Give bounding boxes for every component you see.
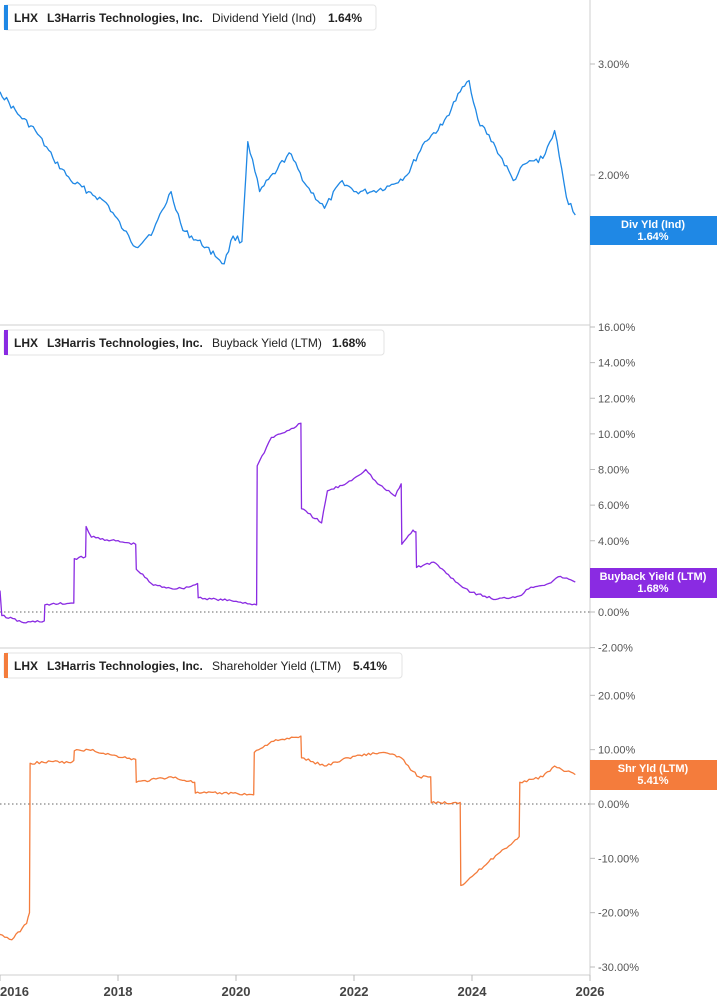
- legend-metric: Buyback Yield (LTM): [212, 336, 322, 350]
- y-tick-label: -2.00%: [598, 643, 633, 655]
- y-tick-label: 12.00%: [598, 393, 636, 405]
- panel-2: -2.00%0.00%2.00%4.00%6.00%8.00%10.00%12.…: [0, 322, 717, 655]
- legend: LHX L3Harris Technologies, Inc. Shareholde…: [3, 652, 403, 679]
- legend-color-swatch: [4, 330, 8, 355]
- legend-ticker: LHX: [14, 336, 38, 350]
- legend-metric: Shareholder Yield (LTM): [212, 659, 341, 673]
- y-tick-label: 14.00%: [598, 358, 636, 370]
- legend-ticker: LHX: [14, 11, 38, 25]
- legend: LHX L3Harris Technologies, Inc. Dividend Y…: [3, 4, 377, 31]
- legend-color-swatch: [4, 653, 8, 678]
- y-tick-label: 20.00%: [598, 690, 636, 702]
- value-tag-value: 1.68%: [637, 583, 668, 595]
- legend-company: L3Harris Technologies, Inc.: [47, 11, 203, 25]
- y-tick-label: 10.00%: [598, 429, 636, 441]
- legend: LHX L3Harris Technologies, Inc. Buyback Yi…: [3, 329, 385, 356]
- legend-color-swatch: [4, 5, 8, 30]
- x-tick-label: 2016: [0, 984, 29, 999]
- legend-ticker: LHX: [14, 659, 38, 673]
- value-tag-label: Buyback Yield (LTM): [600, 571, 707, 583]
- series-line: [0, 735, 576, 941]
- value-tag-value: 1.64%: [637, 231, 668, 243]
- legend-company: L3Harris Technologies, Inc.: [47, 659, 203, 673]
- value-tag-label: Shr Yld (LTM): [618, 763, 689, 775]
- value-tag: Shr Yld (LTM)5.41%: [590, 760, 717, 790]
- y-tick-label: 0.00%: [598, 799, 629, 811]
- y-tick-label: 8.00%: [598, 465, 629, 477]
- value-tag-box: [590, 216, 717, 245]
- series-line: [0, 79, 576, 265]
- legend-company: L3Harris Technologies, Inc.: [47, 336, 203, 350]
- y-tick-label: -30.00%: [598, 962, 639, 974]
- x-tick-label: 2024: [458, 984, 488, 999]
- x-tick-label: 2022: [340, 984, 369, 999]
- y-tick-label: 16.00%: [598, 322, 636, 334]
- x-axis: 2016 2018 2020 2022 2024 2026: [0, 974, 605, 999]
- x-tick-label: 2020: [222, 984, 251, 999]
- y-tick-label: -20.00%: [598, 908, 639, 920]
- value-tag-value: 5.41%: [637, 775, 668, 787]
- value-tag: Buyback Yield (LTM)1.68%: [590, 568, 717, 598]
- legend-metric: Dividend Yield (Ind): [212, 11, 316, 25]
- y-tick-label: 10.00%: [598, 745, 636, 757]
- panel-3: -30.00% -20.00% -10.00% 0.00% 10.00% 20.00% LH…: [0, 647, 717, 974]
- value-tag-box: [590, 568, 717, 598]
- y-tick-label: 6.00%: [598, 500, 629, 512]
- value-tag: Div Yld (Ind)1.64%: [590, 216, 717, 245]
- legend-value: 5.41%: [353, 659, 387, 673]
- panel-1: 2.00% 3.00% LHX L3Harris Technologies, Inc.…: [0, 4, 717, 265]
- x-tick-label: 2026: [576, 984, 605, 999]
- y-tick-label: 0.00%: [598, 607, 629, 619]
- x-tick-label: 2018: [104, 984, 133, 999]
- value-tag-label: Div Yld (Ind): [621, 219, 685, 231]
- series-line: [0, 422, 576, 624]
- value-tag-box: [590, 760, 717, 790]
- y-tick-label: 2.00%: [598, 170, 629, 182]
- legend-value: 1.68%: [332, 336, 366, 350]
- legend-value: 1.64%: [328, 11, 362, 25]
- y-tick-label: -10.00%: [598, 853, 639, 865]
- y-tick-label: 4.00%: [598, 536, 629, 548]
- y-tick-label: 3.00%: [598, 59, 629, 71]
